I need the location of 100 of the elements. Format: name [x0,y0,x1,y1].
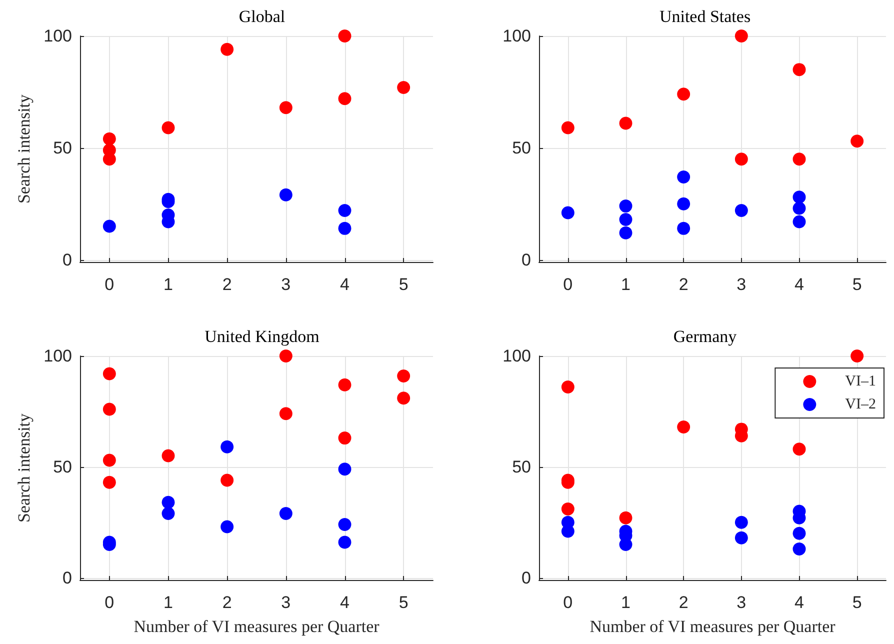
point [561,502,574,516]
point [792,542,806,556]
point [619,200,632,213]
point [677,170,690,184]
point [279,506,292,520]
y-tick-label: 0 [62,568,72,588]
y-tick-label: 0 [522,568,531,588]
chart-title: Global [238,7,286,26]
x-tick-label: 4 [340,275,350,294]
point [677,197,690,210]
point [102,367,116,380]
x-tick-label: 1 [621,593,630,612]
point [102,152,116,166]
y-tick-label: 50 [53,457,72,476]
x-tick-label: 3 [736,593,746,612]
point [734,531,748,544]
point [220,42,234,56]
point [162,506,175,520]
x-tick-label: 2 [222,275,232,294]
point [792,202,806,215]
point [850,134,864,148]
x-tick-label: 5 [398,275,408,294]
chart-title: United States [659,7,751,26]
point [279,350,292,362]
x-tick-label: 2 [678,593,688,612]
point [850,350,864,362]
chart-title: Germany [673,327,738,346]
point [792,526,806,540]
point [102,132,116,146]
legend-label: VI–2 [845,396,876,412]
point [397,80,410,94]
y-tick-label: 0 [522,250,531,270]
point [102,402,116,416]
x-tick-label: 0 [104,275,114,294]
point [397,392,410,405]
chart-title: United Kingdom [204,327,320,346]
point [561,380,574,394]
point [792,63,806,76]
point [338,30,352,42]
point [338,222,352,235]
x-tick-label: 1 [621,275,630,294]
point [279,188,292,202]
point [561,206,574,220]
point [619,116,632,130]
point [102,220,116,233]
y-tick-label: 100 [44,346,72,366]
x-tick-label: 3 [281,593,291,612]
point [102,476,116,489]
point [619,538,632,552]
point [561,121,574,134]
y-tick-label: 50 [512,457,531,476]
point [397,369,410,382]
x-tick-label: 2 [678,275,688,294]
point [338,92,352,106]
point [619,226,632,240]
x-tick-label: 3 [281,275,291,294]
point [162,121,175,134]
point [792,442,806,456]
point [734,204,748,218]
x-tick-label: 5 [852,275,862,294]
point [734,516,748,529]
x-tick-label: 5 [852,593,862,612]
point [619,212,632,226]
y-tick-label: 100 [502,346,531,366]
x-tick-label: 1 [164,593,173,612]
point [677,88,690,101]
x-tick-label: 0 [563,275,573,294]
point [338,518,352,532]
point [162,496,175,509]
point [734,152,748,166]
x-tick-label: 0 [104,593,114,612]
y-tick-label: 50 [512,138,531,158]
point [734,30,748,42]
point [792,190,806,204]
point [338,378,352,392]
y-tick-label: 100 [502,26,531,46]
x-tick-label: 4 [794,593,804,612]
y-tick-label: 50 [53,138,72,158]
point [338,204,352,218]
x-tick-label: 3 [736,275,746,294]
point [792,152,806,166]
x-tick-label: 5 [398,593,408,612]
point [338,462,352,476]
y-axis-title: Search intensity [14,94,34,204]
point [338,536,352,549]
point [279,407,292,420]
point [279,101,292,114]
point [220,520,234,534]
x-tick-label: 4 [794,275,804,294]
y-tick-label: 100 [44,26,72,46]
point [619,511,632,524]
x-tick-label: 1 [164,275,173,294]
point [677,222,690,235]
x-tick-label: 0 [563,593,573,612]
point [792,215,806,228]
point [677,420,690,434]
point [338,432,352,445]
point [220,474,234,487]
x-axis-title: Number of VI measures per Quarter [134,617,380,636]
y-axis-title: Search intensity [14,412,34,523]
